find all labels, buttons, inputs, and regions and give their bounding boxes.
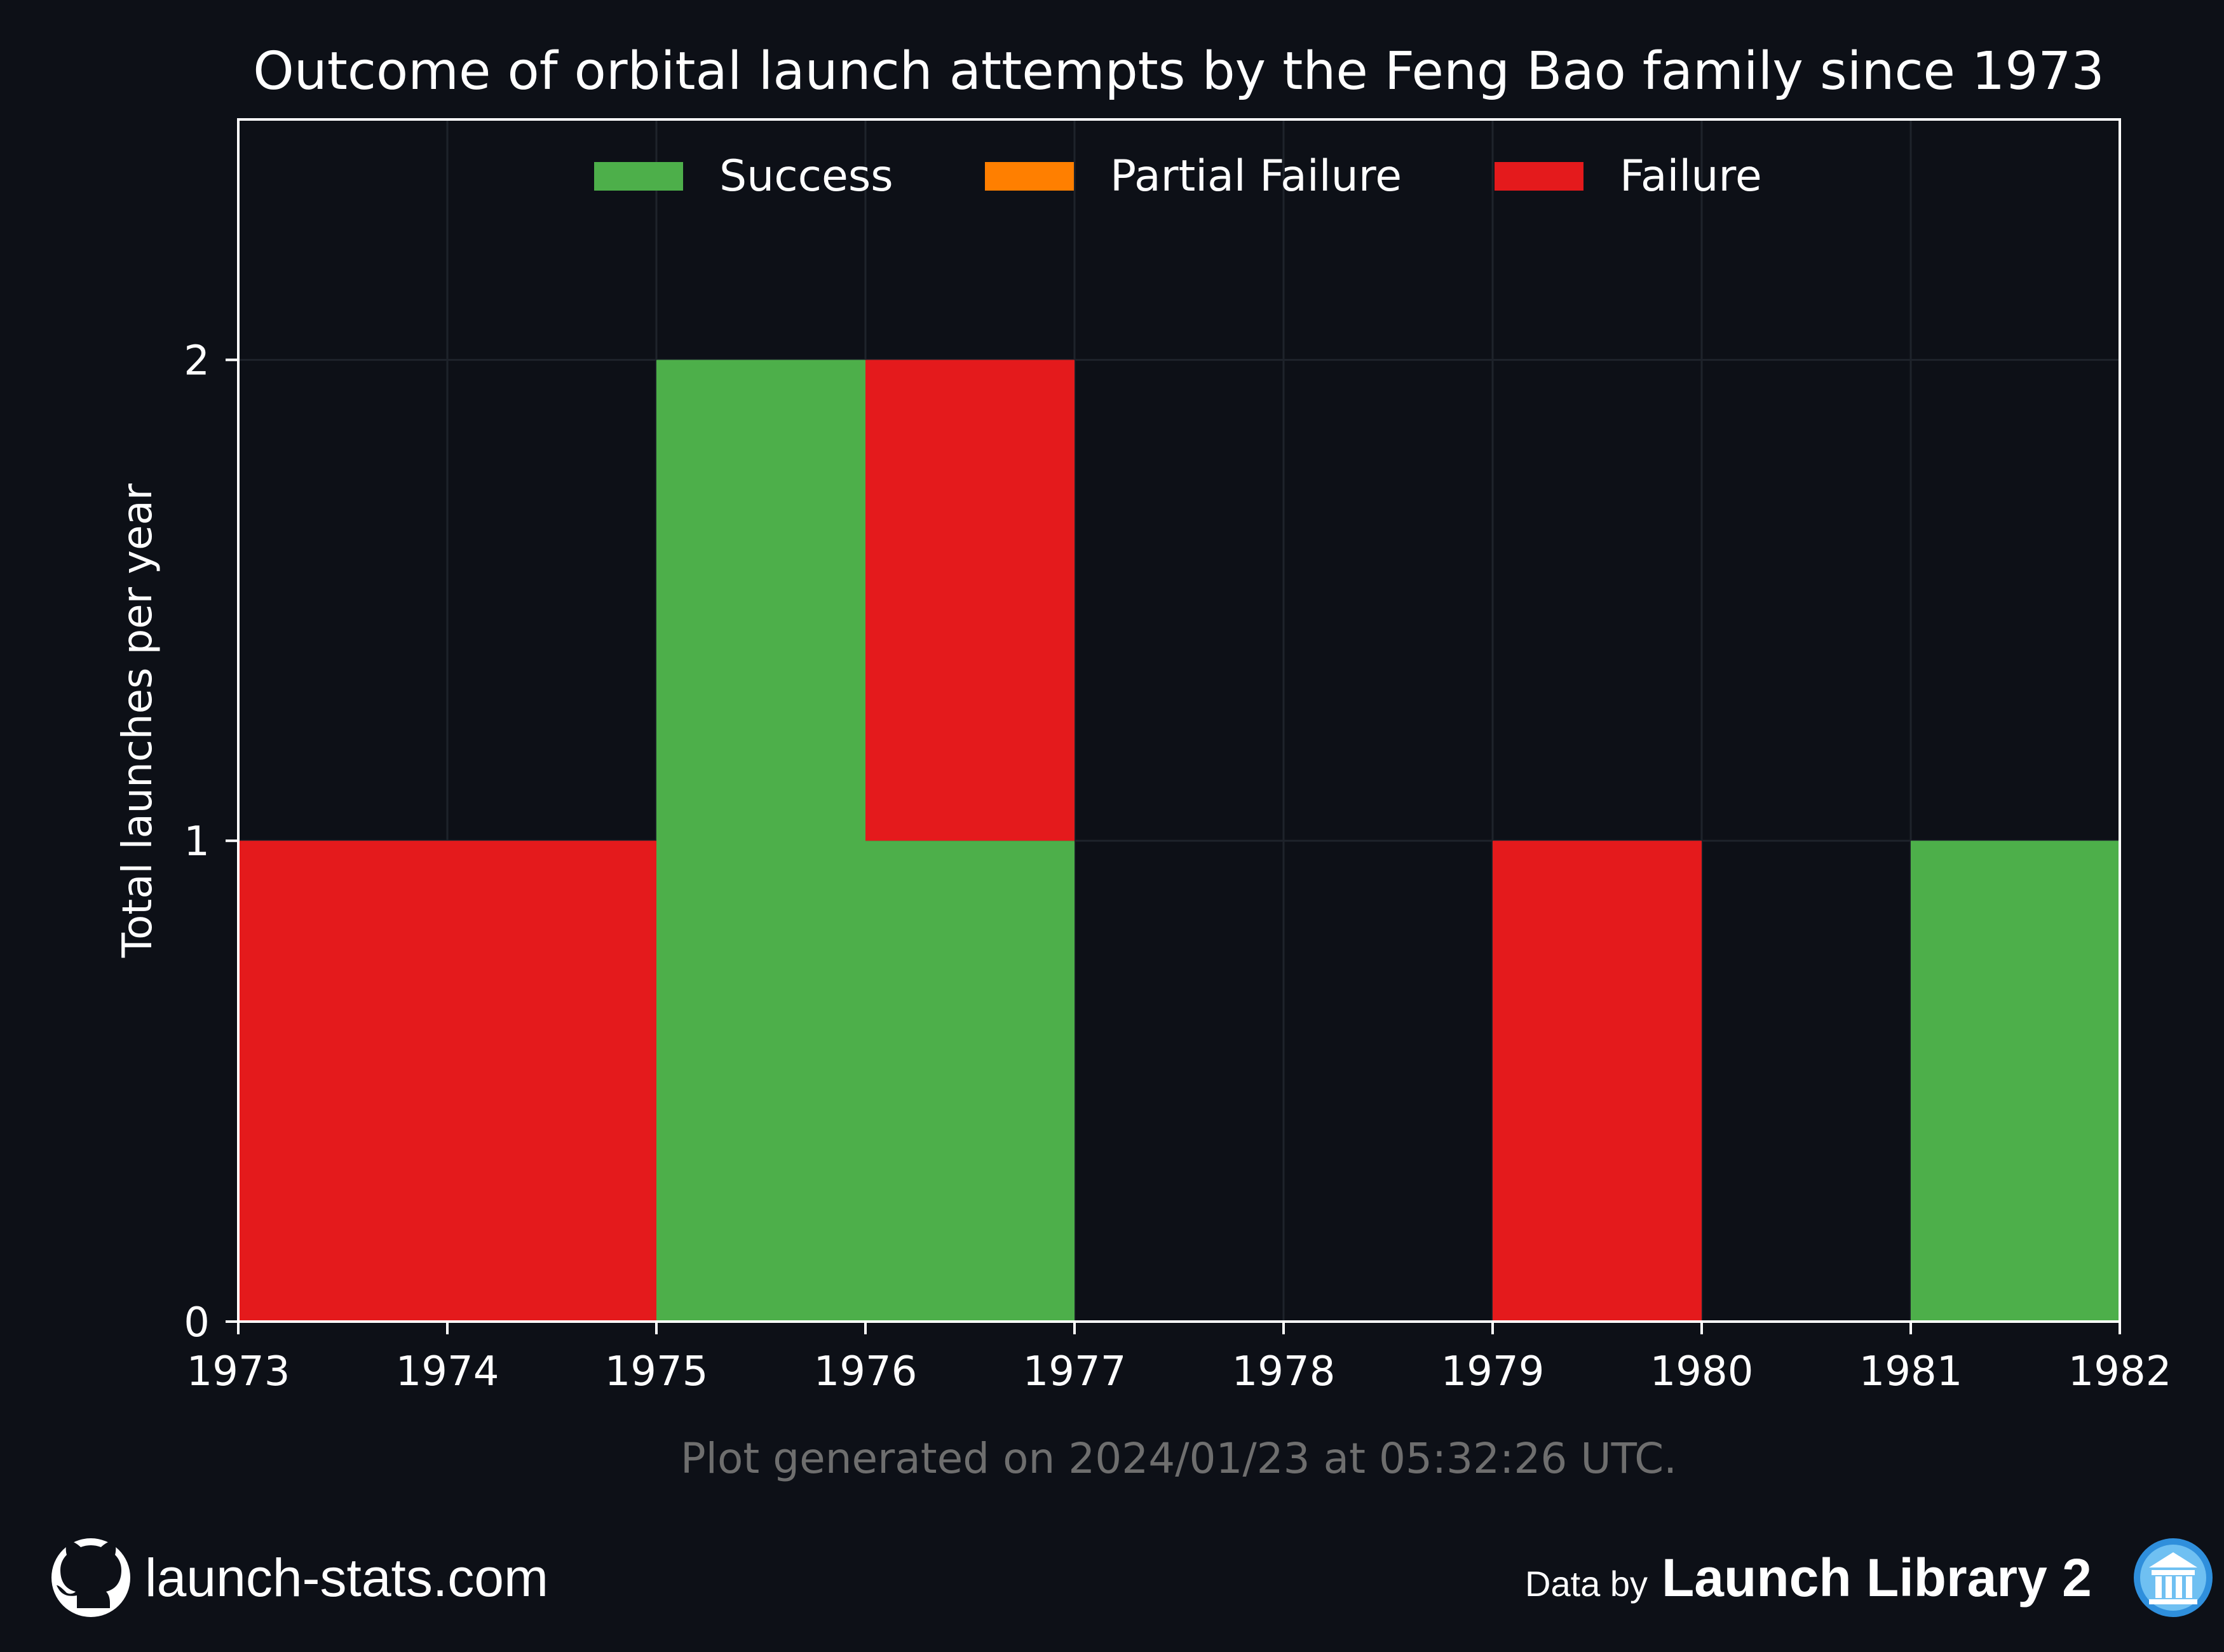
github-icon[interactable]: [51, 1538, 130, 1617]
bar-failure-1976: [865, 360, 1075, 841]
legend-swatch-failure: [1495, 162, 1583, 191]
bar-success-1976: [865, 841, 1075, 1322]
plot-frame: [237, 118, 2121, 1323]
y-tick-label: 0: [184, 1299, 210, 1346]
ticks-layer: 1973 1974 1975 1976 1977 1978 1979 1980 1981 1982…: [184, 337, 2171, 1395]
launch-library-brand[interactable]: Launch Library 2: [1662, 1548, 2092, 1608]
data-by-label: Data by: [1525, 1564, 1648, 1604]
y-tick-label: 1: [184, 818, 210, 865]
legend: Success Partial Failure Failure: [594, 151, 1762, 201]
legend-label-failure: Failure: [1620, 151, 1762, 201]
legend-label-partial-failure: Partial Failure: [1110, 151, 1402, 201]
site-link[interactable]: launch-stats.com: [145, 1548, 548, 1608]
legend-swatch-partial-failure: [985, 162, 1074, 191]
bar-failure-1973: [238, 841, 447, 1322]
x-tick-label: 1982: [2068, 1348, 2172, 1395]
bar-success-1975: [656, 360, 865, 1322]
x-tick-label: 1981: [1859, 1348, 1963, 1395]
bars-layer: [238, 360, 2120, 1322]
launch-library-icon[interactable]: [2134, 1538, 2213, 1617]
bar-failure-1979: [1493, 841, 1702, 1322]
x-tick-label: 1975: [605, 1348, 709, 1395]
x-tick-label: 1977: [1023, 1348, 1127, 1395]
y-tick-label: 2: [184, 337, 210, 384]
x-tick-label: 1980: [1650, 1348, 1754, 1395]
y-axis-label: Total launches per year: [114, 483, 161, 958]
generated-footnote: Plot generated on 2024/01/23 at 05:32:26…: [681, 1434, 1677, 1483]
bar-failure-1974: [447, 841, 656, 1322]
x-tick-label: 1973: [187, 1348, 290, 1395]
legend-label-success: Success: [719, 151, 893, 201]
bar-success-1981: [1911, 841, 2120, 1322]
x-tick-label: 1978: [1232, 1348, 1336, 1395]
x-tick-label: 1976: [814, 1348, 918, 1395]
x-tick-label: 1979: [1441, 1348, 1545, 1395]
chart-title: Outcome of orbital launch attempts by th…: [253, 41, 2104, 102]
legend-swatch-success: [594, 162, 683, 191]
x-tick-label: 1974: [396, 1348, 499, 1395]
